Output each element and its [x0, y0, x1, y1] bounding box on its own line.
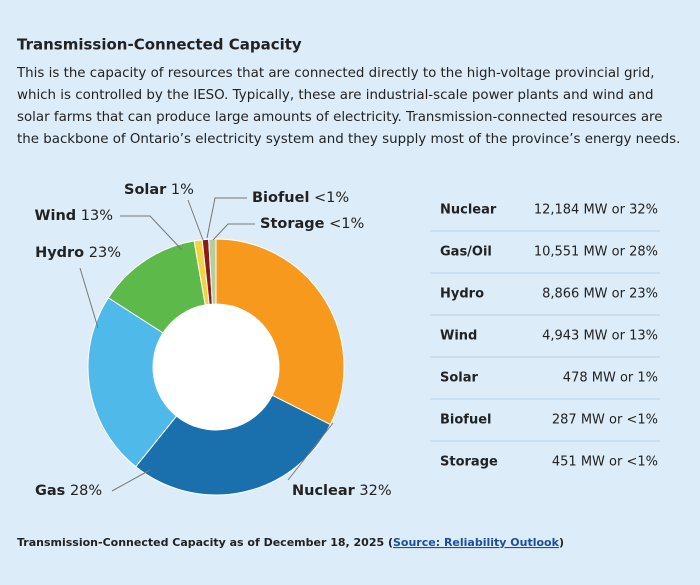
slice-value: <1%	[314, 190, 349, 206]
table-name: Biofuel	[440, 413, 491, 428]
slice-label: Hydro 23%	[35, 245, 121, 261]
paragraph-line: which is controlled by the IESO. Typical…	[17, 88, 653, 103]
slice-value: 1%	[171, 182, 194, 198]
slice-value: 23%	[89, 245, 121, 261]
source-link[interactable]: Source: Reliability Outlook	[393, 536, 560, 549]
table-value: 287 MW or <1%	[552, 413, 658, 428]
table-value: 12,184 MW or 32%	[534, 203, 658, 218]
leader-line	[79, 267, 99, 329]
paragraph-line: This is the capacity of resources that a…	[16, 66, 655, 81]
footer: Transmission-Connected Capacity as of De…	[17, 536, 564, 549]
slice-label: Solar 1%	[124, 182, 194, 198]
leader-line	[111, 469, 151, 492]
slice-label: Nuclear 32%	[292, 483, 392, 499]
table-name: Nuclear	[440, 203, 497, 218]
leader-line	[187, 199, 204, 241]
slice-name: Gas	[35, 483, 65, 499]
table-name: Storage	[440, 455, 498, 470]
slice-value: 13%	[81, 208, 113, 224]
leader-line	[287, 422, 334, 481]
table-value: 451 MW or <1%	[552, 455, 658, 470]
table-value: 8,866 MW or 23%	[542, 287, 658, 302]
leader-line	[120, 215, 183, 251]
table-name: Gas/Oil	[440, 245, 492, 260]
donut-segment	[215, 238, 345, 426]
slice-label: Storage <1%	[260, 216, 364, 232]
donut-segment	[135, 394, 332, 496]
donut-hole	[153, 304, 279, 430]
table-name: Solar	[440, 371, 479, 386]
slice-label: Wind 13%	[34, 208, 113, 224]
slice-label: Gas 28%	[35, 483, 102, 499]
table-name: Hydro	[440, 287, 484, 302]
slice-label: Biofuel <1%	[252, 190, 349, 206]
slice-value: <1%	[329, 216, 364, 232]
slice-name: Hydro	[35, 245, 84, 261]
paragraph-line: the backbone of Ontario’s electricity sy…	[17, 132, 680, 147]
table-value: 478 MW or 1%	[563, 371, 658, 386]
table-name: Wind	[440, 329, 477, 344]
table-value: 10,551 MW or 28%	[534, 245, 658, 260]
slice-name: Nuclear	[292, 483, 356, 499]
table-value: 4,943 MW or 13%	[542, 329, 658, 344]
leader-line	[212, 223, 255, 241]
slice-name: Biofuel	[252, 190, 309, 206]
slice-name: Storage	[260, 216, 325, 232]
paragraph-line: solar farms that can produce large amoun…	[17, 110, 663, 125]
slice-name: Wind	[34, 208, 76, 224]
footer-caption: Transmission-Connected Capacity as of De…	[17, 536, 384, 549]
slice-value: 28%	[70, 483, 102, 499]
title: Transmission-Connected Capacity	[17, 36, 302, 54]
leader-line	[206, 197, 247, 239]
slice-value: 32%	[359, 483, 391, 499]
slice-name: Solar	[124, 182, 167, 198]
